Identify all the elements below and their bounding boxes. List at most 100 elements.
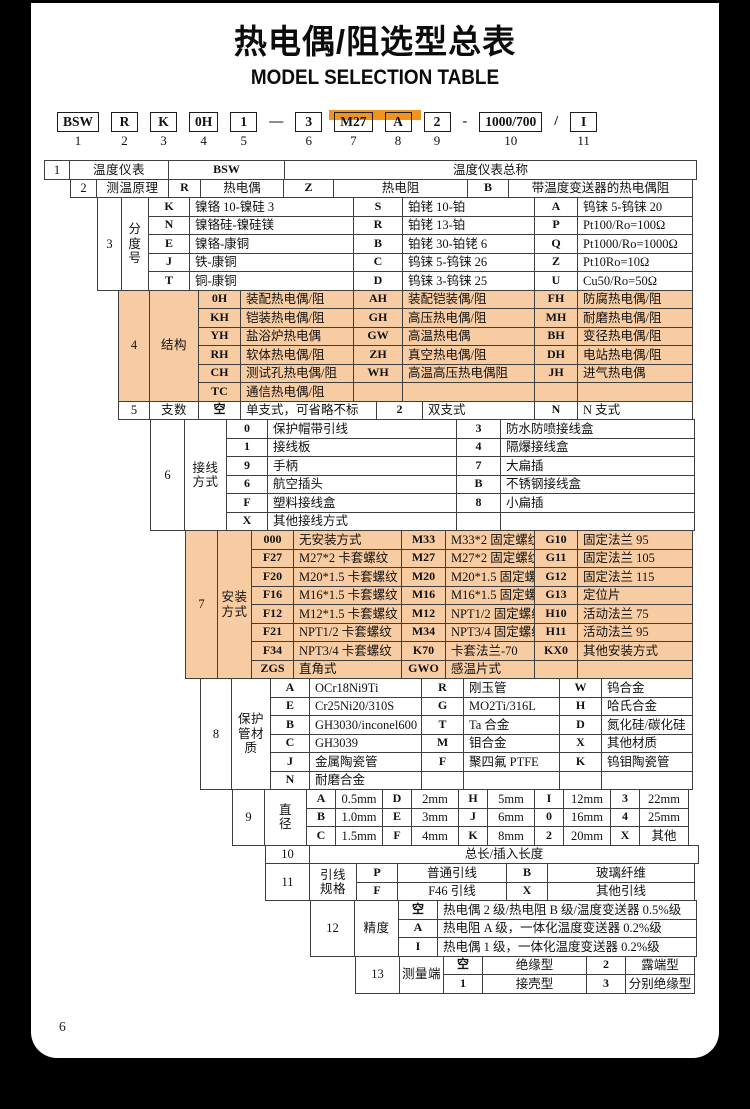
table-cell-line: 4mm	[422, 828, 448, 843]
group-label-line: 直	[278, 802, 292, 817]
table-cell	[353, 382, 403, 402]
table-cell-line: Pt10Ro=10Ω	[583, 255, 650, 270]
table-cell-line: 镍铬 10-镍硅 3	[195, 199, 275, 214]
table-cell: G10	[534, 530, 578, 550]
group-label-line: 接线	[192, 460, 219, 475]
table-cell: J	[270, 752, 310, 772]
group-label: 引线 规格	[309, 863, 357, 901]
table-cell: 2	[586, 955, 626, 975]
table-cell-line: F	[243, 494, 251, 509]
table-cell: 普通引线	[397, 863, 507, 883]
table-cell-line: DH	[547, 346, 565, 361]
table-cell-line: 高压热电偶/阻	[408, 310, 487, 325]
table-cell-line: C	[316, 827, 326, 842]
table-cell: 9	[226, 456, 268, 476]
table-cell-line: BSW	[213, 161, 240, 176]
group-number-line: 3	[106, 236, 113, 251]
table-cell-line: J	[287, 753, 293, 768]
table-cell-line: 航空插头	[273, 477, 324, 492]
table-cell: JH	[534, 363, 578, 383]
group-number: 6	[150, 419, 185, 531]
table-cell: A	[270, 678, 310, 698]
table-cell: NPT3/4 固定螺纹	[445, 622, 535, 642]
table-row: 总长/插入长度	[309, 844, 699, 864]
table-cell-line: NPT1/2 固定螺纹	[451, 606, 535, 621]
table-cell-line: KH	[210, 309, 229, 324]
table-cell-line: A	[413, 920, 423, 935]
code-unit: 0H 4	[189, 112, 219, 148]
table-cell: F12	[251, 604, 294, 624]
table-cell-line: CH	[210, 365, 229, 380]
table-cell-line: 无安装方式	[299, 532, 362, 547]
table-cell	[456, 511, 501, 531]
table-cell: 刚玉管	[463, 678, 560, 698]
code-index: 7	[350, 133, 357, 148]
group-label-line: 支数	[160, 403, 187, 418]
code-index: 8	[394, 133, 402, 148]
table-row: 1 接线板 4 隔爆接线盒	[226, 437, 695, 457]
table-cell: 铜-康铜	[189, 271, 354, 291]
table-row: C 1.5mm F 4mm K 8mm 2 20mm X 其他	[306, 826, 689, 846]
table-cell: U	[534, 271, 578, 291]
table-cell: 20mm	[563, 826, 611, 846]
table-cell: 高温高压热电偶阻	[402, 363, 535, 383]
group-number: 12	[310, 900, 355, 957]
table-row: ZGS 直角式 GWO 感温片式	[251, 659, 693, 679]
group-number: 13	[355, 955, 400, 994]
group-label-line: 径	[278, 817, 292, 832]
table-cell: F46 引线	[397, 881, 507, 901]
table-cell-line: 总长/插入长度	[464, 847, 544, 862]
table-cell-line: NPT1/2 卡套螺纹	[299, 625, 392, 640]
table-cell-line: 镍铬硅-镍硅镁	[195, 218, 275, 233]
page-subtitle: MODEL SELECTION TABLE	[250, 66, 500, 89]
group-label: 结构	[149, 289, 199, 402]
code-index: 4	[200, 133, 207, 148]
table-cell: GWO	[401, 659, 446, 679]
group-number: 1	[44, 160, 70, 180]
table-cell: 金属陶瓷管	[309, 752, 422, 772]
table-cell	[534, 659, 578, 679]
table-cell: 钨铼 5-钨铼 26	[402, 252, 535, 272]
table-cell: Pt1000/Ro=1000Ω	[577, 234, 693, 254]
table-cell-line: M16*1.5 固定螺纹	[451, 588, 534, 603]
table-cell: H	[458, 789, 488, 809]
table-cell: 3	[456, 419, 501, 439]
table-cell: 耐磨热电偶/阻	[577, 308, 693, 328]
code-box: 0H	[189, 112, 219, 132]
table-cell-line: 固定法兰 105	[583, 551, 655, 566]
group-number-line: 6	[164, 467, 171, 482]
table-cell-line: C	[285, 735, 295, 750]
table-cell-line: 测试孔热电偶/阻	[246, 366, 337, 381]
table-cell: B	[353, 234, 403, 254]
table-cell: AH	[353, 289, 403, 309]
table-cell-line: 装配铠装偶/阻	[408, 292, 487, 307]
code-box: 1000/700	[479, 112, 543, 132]
table-cell: 8	[456, 493, 501, 513]
table-cell: 2	[534, 826, 564, 846]
table-cell: F	[226, 493, 268, 513]
table-cell-line: D	[373, 272, 383, 287]
table-cell: 手柄	[267, 456, 457, 476]
table-cell-line: 活动法兰 95	[583, 625, 649, 640]
table-row: F34 NPT3/4 卡套螺纹 K70 卡套法兰-70 KX0 其他安装方式	[251, 641, 693, 661]
separator-glyph: -	[462, 114, 468, 129]
table-cell-line: 钨合金	[607, 680, 645, 695]
table-cell-line: NPT3/4 卡套螺纹	[299, 643, 392, 658]
table-cell-line: Cr25Ni20/310S	[315, 699, 395, 714]
group-rows: 0H 装配热电偶/阻 AH 装配铠装偶/阻 FH 防腐热电偶/阻 KH 铠装热电偶/阻 GH 高压…	[198, 289, 693, 402]
table-cell-line: R	[438, 679, 447, 694]
table-cell: 6	[226, 474, 268, 494]
table-cell-line: E	[164, 235, 173, 250]
table-cell-line: 防腐热电偶/阻	[583, 292, 662, 307]
table-cell-line: H11	[545, 624, 567, 639]
table-cell-line: K	[468, 827, 478, 842]
table-cell: 4	[456, 437, 501, 457]
table-cell: D	[559, 715, 602, 735]
table-cell	[534, 382, 578, 402]
table-cell-line: 聚四氟 PTFE	[469, 754, 539, 769]
table-cell-line: 小扁插	[506, 495, 544, 510]
table-cell-line: 铂铑 13-铂	[408, 218, 466, 233]
group-label: 精度	[354, 900, 399, 957]
